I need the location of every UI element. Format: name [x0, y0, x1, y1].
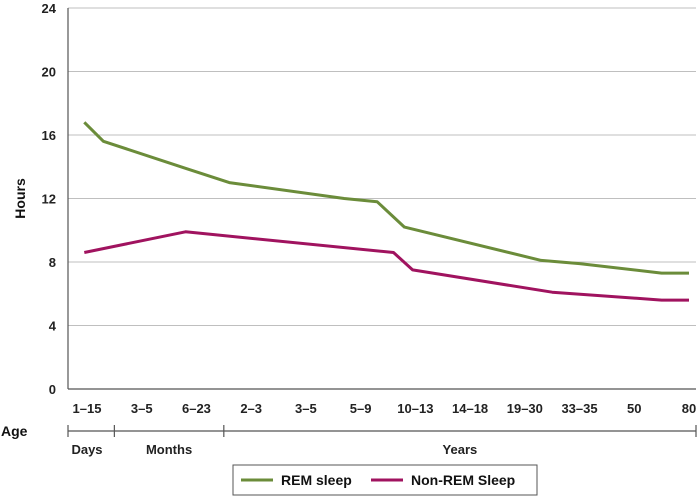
- x-tick-label: 2–3: [240, 401, 262, 416]
- y-tick-label: 8: [49, 255, 56, 270]
- x-tick-label: 6–23: [182, 401, 211, 416]
- y-tick-label: 0: [49, 382, 56, 397]
- x-tick-label: 80: [682, 401, 696, 416]
- x-tick-label: 3–5: [131, 401, 153, 416]
- x-tick-label: 50: [627, 401, 641, 416]
- series-lines: [83, 121, 689, 302]
- y-axis-title: Hours: [12, 178, 28, 219]
- y-tick-label: 12: [42, 192, 56, 207]
- y-tick-labels: 0 4 8 12 16 20 24: [42, 1, 57, 397]
- y-tick-label: 24: [42, 1, 57, 16]
- gridlines: [68, 7, 696, 326]
- x-axis-title: Age: [1, 423, 28, 439]
- x-tick-label: 3–5: [295, 401, 317, 416]
- y-tick-label: 4: [49, 319, 57, 334]
- legend-label: REM sleep: [281, 472, 352, 488]
- legend: REM sleep Non-REM Sleep: [232, 464, 538, 496]
- legend-label: Non-REM Sleep: [411, 472, 515, 488]
- y-tick-label: 20: [42, 65, 56, 80]
- y-tick-label: 16: [42, 128, 56, 143]
- x-tick-label: 33–35: [561, 401, 597, 416]
- x-tick-label: 1–15: [73, 401, 102, 416]
- series-line: [83, 121, 689, 275]
- x-tick-label: 19–30: [507, 401, 543, 416]
- x-tick-label: 14–18: [452, 401, 488, 416]
- series-line: [83, 230, 689, 302]
- x-tick-label: 10–13: [397, 401, 433, 416]
- x-group-label: Days: [71, 442, 102, 457]
- x-group-label: Years: [443, 442, 478, 457]
- x-tick-label: 5–9: [350, 401, 372, 416]
- x-tick-labels: 1–15 3–5 6–23 2–3 3–5 5–9 10–13 14–18 19–30 33–35…: [71, 401, 696, 457]
- axes: [67, 8, 697, 437]
- x-group-label: Months: [146, 442, 192, 457]
